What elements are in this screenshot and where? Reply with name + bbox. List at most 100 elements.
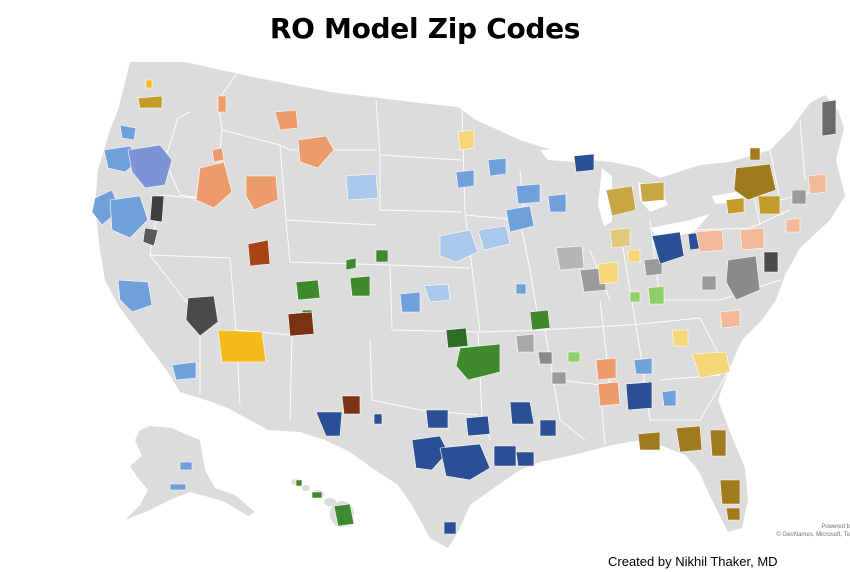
alaska-land bbox=[125, 426, 255, 520]
zip-cluster bbox=[597, 261, 619, 285]
zip-cluster bbox=[341, 395, 361, 415]
zip-cluster bbox=[515, 183, 541, 205]
zip-cluster bbox=[537, 351, 553, 365]
zip-cluster bbox=[539, 419, 557, 437]
zip-cluster bbox=[315, 411, 343, 437]
zip-cluster bbox=[821, 99, 837, 137]
map-title: RO Model Zip Codes bbox=[269, 12, 581, 45]
zip-cluster bbox=[529, 309, 551, 331]
zip-cluster bbox=[119, 124, 137, 141]
zip-cluster bbox=[725, 507, 741, 521]
zip-cluster bbox=[295, 479, 303, 487]
zip-cluster bbox=[445, 327, 469, 349]
zip-cluster bbox=[647, 285, 665, 305]
zip-cluster bbox=[345, 257, 357, 271]
zip-cluster bbox=[195, 161, 233, 209]
zip-cluster bbox=[457, 129, 475, 151]
zip-cluster bbox=[651, 231, 685, 265]
zip-cluster bbox=[595, 357, 617, 381]
zip-cluster bbox=[605, 185, 637, 217]
zip-cluster bbox=[439, 443, 491, 481]
zip-cluster bbox=[691, 351, 731, 379]
zip-cluster bbox=[169, 483, 187, 491]
zip-cluster bbox=[297, 135, 335, 169]
zip-cluster bbox=[127, 144, 173, 189]
map-attribution: Powered b © GeoNames, Microsoft, To bbox=[730, 523, 850, 539]
zip-cluster bbox=[763, 251, 779, 273]
zip-cluster bbox=[573, 153, 595, 173]
zip-cluster bbox=[171, 361, 197, 381]
zip-cluster bbox=[629, 291, 641, 303]
zip-cluster bbox=[443, 521, 457, 535]
zip-cluster bbox=[287, 311, 315, 337]
zip-cluster bbox=[757, 195, 781, 215]
zip-cluster bbox=[597, 381, 621, 407]
zip-cluster bbox=[639, 181, 665, 203]
zip-cluster bbox=[333, 503, 355, 527]
zip-cluster bbox=[547, 193, 567, 213]
zip-cluster bbox=[709, 429, 727, 457]
zip-cluster bbox=[455, 343, 501, 381]
zip-cluster bbox=[791, 189, 807, 205]
zip-cluster bbox=[375, 249, 389, 263]
zip-cluster bbox=[117, 279, 153, 313]
zip-cluster bbox=[695, 229, 725, 253]
zip-cluster bbox=[785, 217, 801, 233]
zip-cluster bbox=[295, 279, 321, 301]
zip-cluster bbox=[515, 451, 535, 467]
zip-cluster bbox=[142, 227, 159, 247]
zip-cluster bbox=[567, 351, 581, 363]
zip-cluster bbox=[439, 229, 479, 263]
zip-cluster bbox=[423, 283, 451, 303]
zip-cluster bbox=[719, 479, 741, 505]
zip-cluster bbox=[311, 491, 323, 499]
zip-cluster bbox=[555, 245, 585, 271]
powered-by-text: Powered b bbox=[821, 524, 850, 530]
credit-text: Created by Nikhil Thaker, MD bbox=[608, 554, 778, 569]
zip-cluster bbox=[637, 431, 661, 451]
zip-cluster bbox=[185, 295, 219, 337]
zip-cluster bbox=[109, 195, 149, 239]
zip-cluster bbox=[733, 163, 777, 201]
zip-cluster bbox=[633, 357, 653, 375]
zip-cluster bbox=[245, 175, 279, 211]
zip-cluster bbox=[137, 95, 163, 109]
zip-cluster bbox=[247, 239, 271, 267]
zip-cluster bbox=[515, 283, 527, 295]
zip-clusters bbox=[91, 79, 837, 535]
zip-cluster bbox=[675, 425, 703, 453]
zip-cluster bbox=[425, 409, 449, 429]
zip-cluster bbox=[373, 413, 383, 425]
zip-cluster bbox=[179, 461, 193, 471]
zip-cluster bbox=[719, 309, 741, 329]
zip-cluster bbox=[345, 173, 379, 201]
zip-cluster bbox=[807, 173, 827, 195]
zip-cluster bbox=[671, 329, 689, 347]
zip-cluster bbox=[509, 401, 535, 425]
zip-cluster bbox=[643, 257, 663, 277]
zip-cluster bbox=[477, 225, 511, 251]
zip-cluster bbox=[725, 255, 761, 301]
zip-cluster bbox=[274, 109, 299, 131]
zip-cluster bbox=[455, 169, 475, 189]
zip-cluster bbox=[749, 147, 761, 161]
zip-cluster bbox=[551, 371, 567, 385]
zip-cluster bbox=[493, 445, 517, 467]
zip-cluster bbox=[739, 227, 765, 251]
zip-cluster bbox=[625, 381, 653, 411]
sources-text: © GeoNames, Microsoft, To bbox=[776, 532, 850, 538]
zip-cluster bbox=[609, 227, 631, 249]
zip-cluster bbox=[399, 291, 421, 313]
zip-cluster bbox=[627, 249, 641, 263]
zip-cluster bbox=[515, 333, 535, 353]
zip-cluster bbox=[149, 195, 165, 223]
zip-cluster bbox=[145, 79, 153, 89]
zip-cluster bbox=[725, 197, 745, 215]
zip-cluster bbox=[211, 147, 225, 163]
zip-cluster bbox=[217, 95, 227, 113]
zip-cluster bbox=[217, 329, 267, 363]
zip-cluster bbox=[349, 275, 371, 297]
zip-cluster bbox=[487, 157, 507, 177]
zip-cluster bbox=[701, 275, 717, 291]
